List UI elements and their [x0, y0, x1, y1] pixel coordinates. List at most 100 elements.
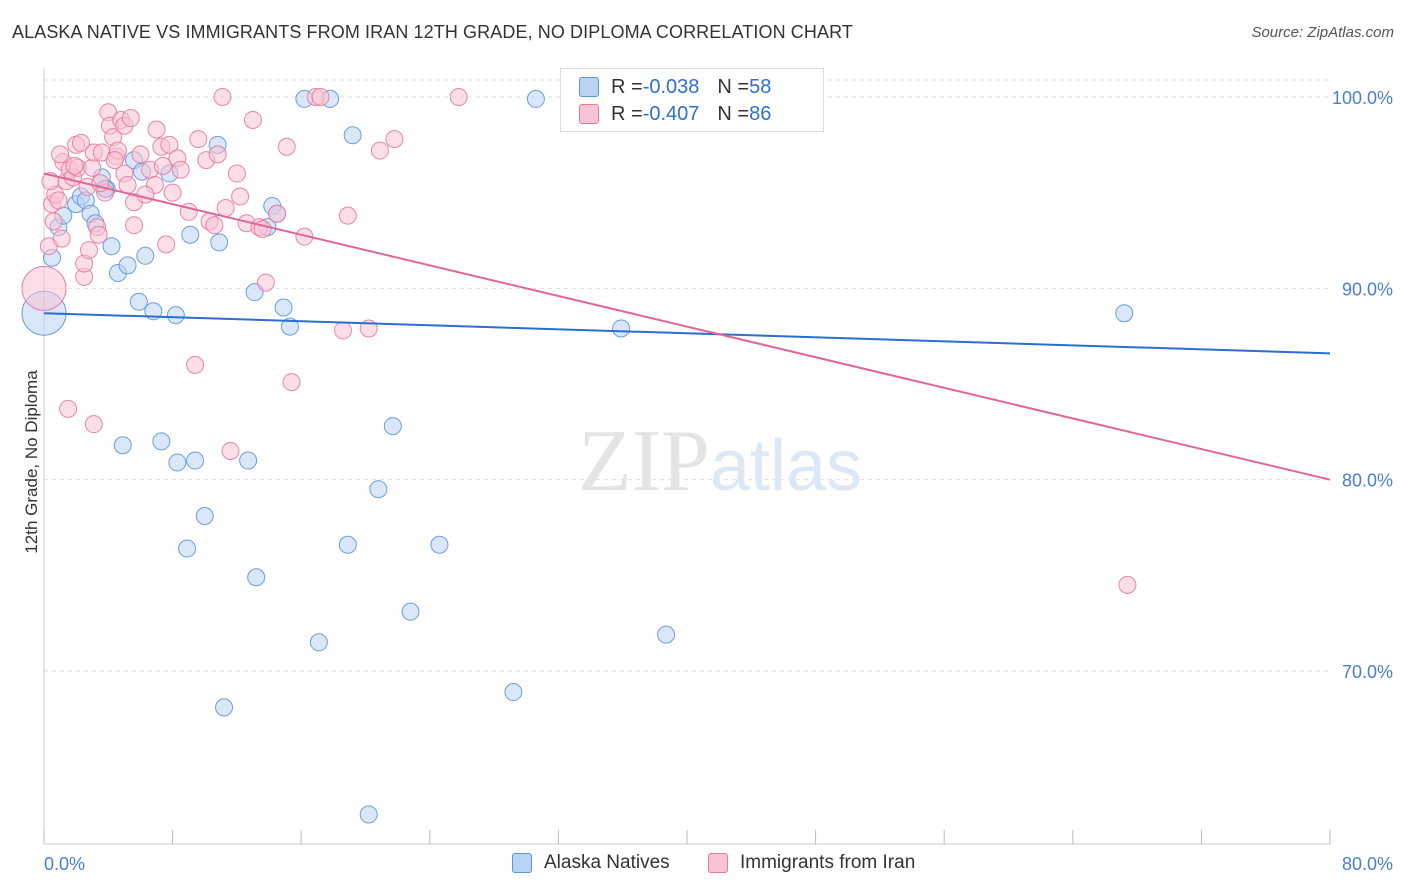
data-point-alaska — [129, 292, 148, 311]
y-tick-label: 80.0% — [1342, 471, 1393, 491]
data-point-alaska — [526, 89, 545, 108]
data-point-iran — [282, 373, 301, 392]
data-point-alaska — [338, 535, 357, 554]
data-point-iran — [216, 198, 235, 217]
legend-n-label: N = — [717, 75, 750, 98]
data-point-iran — [59, 399, 78, 418]
bottom-legend-label-alaska: Alaska Natives — [544, 852, 670, 873]
data-point-iran — [105, 151, 124, 170]
bottom-legend-swatch-alaska — [512, 853, 532, 873]
data-point-alaska — [369, 480, 388, 499]
data-point-iran — [89, 225, 108, 244]
data-point-alaska — [280, 317, 299, 336]
data-point-iran — [256, 273, 275, 292]
data-point-alaska — [247, 568, 266, 587]
data-point-iran — [189, 130, 208, 149]
data-point-alaska — [102, 237, 121, 256]
legend-n-label: N = — [717, 102, 750, 125]
data-point-iran — [205, 216, 224, 235]
source-note: Source: ZipAtlas.com — [1251, 24, 1394, 41]
legend-r-label: R = — [611, 102, 643, 125]
chart-title: ALASKA NATIVE VS IMMIGRANTS FROM IRAN 12… — [12, 22, 853, 42]
legend-n-value: 86 — [749, 102, 772, 125]
data-point-iran — [44, 212, 63, 231]
data-point-iran — [160, 135, 179, 154]
data-point-iran — [231, 187, 250, 206]
data-point-iran — [385, 130, 404, 149]
legend-r-value: -0.038 — [642, 75, 700, 98]
data-point-alaska — [168, 453, 187, 472]
data-point-iran — [213, 88, 232, 106]
data-point-iran — [65, 156, 84, 175]
data-point-iran — [186, 355, 205, 374]
data-point-iran — [208, 145, 227, 164]
y-tick-label: 100.0% — [1332, 88, 1393, 108]
data-point-iran — [84, 415, 103, 434]
trend-line-alaska — [43, 312, 1331, 355]
bottom-legend-alaska: Alaska Natives — [512, 852, 670, 874]
x-tick-label: 0.0% — [44, 854, 85, 874]
data-point-alaska — [113, 436, 132, 455]
data-point-iran — [243, 110, 262, 129]
data-point-iran — [1118, 575, 1137, 594]
watermark-atlas: atlas — [710, 426, 862, 506]
data-point-alaska — [178, 539, 197, 558]
data-point-iran — [51, 145, 70, 164]
bottom-legend-swatch-iran — [708, 853, 728, 873]
data-point-iran — [49, 191, 68, 210]
data-point-alaska — [136, 246, 155, 265]
data-point-alaska — [657, 625, 676, 644]
data-point-alaska — [195, 507, 214, 526]
data-point-iran — [153, 156, 172, 175]
legend-row-iran: R = -0.407 N = 86 — [579, 102, 771, 126]
data-point-iran — [147, 120, 166, 139]
data-point-alaska — [401, 602, 420, 621]
data-point-alaska — [1115, 304, 1134, 323]
data-point-iran — [311, 88, 330, 106]
x-tick-label: 80.0% — [1342, 854, 1393, 874]
data-point-alaska — [186, 451, 205, 470]
data-point-iran — [21, 265, 67, 311]
watermark-zip: ZIP — [578, 413, 710, 510]
data-point-iran — [80, 241, 99, 260]
data-point-iran — [163, 183, 182, 202]
data-point-alaska — [215, 698, 234, 717]
data-point-alaska — [166, 306, 185, 325]
data-point-alaska — [152, 432, 171, 451]
y-tick-label: 70.0% — [1342, 662, 1393, 682]
legend-r-label: R = — [611, 75, 643, 98]
data-point-iran — [121, 109, 140, 128]
legend-row-alaska: R = -0.038 N = 58 — [579, 75, 771, 99]
data-point-iran — [338, 206, 357, 225]
data-point-iran — [125, 216, 144, 235]
data-point-alaska — [309, 633, 328, 652]
data-point-iran — [171, 160, 190, 179]
legend-swatch-alaska — [579, 77, 599, 97]
data-point-iran — [136, 185, 155, 204]
bottom-legend-label-iran: Immigrants from Iran — [740, 852, 916, 873]
y-tick-label: 90.0% — [1342, 279, 1393, 299]
data-point-iran — [83, 158, 102, 177]
data-point-iran — [333, 321, 352, 340]
data-point-alaska — [612, 319, 631, 338]
legend-swatch-iran — [579, 104, 599, 124]
data-point-alaska — [383, 417, 402, 436]
legend-n-value: 58 — [749, 75, 772, 98]
watermark: ZIPatlas — [578, 413, 862, 510]
data-point-iran — [277, 137, 296, 156]
bottom-legend-iran: Immigrants from Iran — [708, 852, 915, 874]
legend-r-value: -0.407 — [642, 102, 700, 125]
data-point-alaska — [359, 805, 378, 824]
data-point-iran — [253, 220, 272, 239]
data-point-alaska — [118, 256, 137, 275]
data-point-alaska — [181, 225, 200, 244]
data-point-iran — [157, 235, 176, 254]
data-point-iran — [71, 133, 90, 152]
data-point-alaska — [210, 233, 229, 252]
data-point-iran — [227, 164, 246, 183]
legend-box: R = -0.038 N = 58 R = -0.407 N = 86 — [560, 68, 824, 132]
data-point-iran — [370, 141, 389, 160]
data-point-iran — [131, 145, 150, 164]
data-point-alaska — [343, 126, 362, 145]
